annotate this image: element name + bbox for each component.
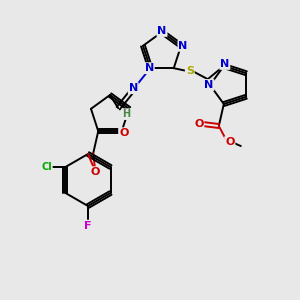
- Text: N: N: [145, 63, 154, 73]
- Text: N: N: [158, 26, 166, 36]
- Text: S: S: [186, 66, 194, 76]
- Text: H: H: [122, 109, 130, 119]
- Text: N: N: [129, 83, 138, 93]
- Text: N: N: [220, 59, 230, 69]
- Text: O: O: [194, 119, 203, 129]
- Text: O: O: [119, 128, 128, 138]
- Text: N: N: [204, 80, 214, 90]
- Text: F: F: [84, 221, 92, 231]
- Text: O: O: [91, 167, 100, 177]
- Text: N: N: [178, 41, 188, 51]
- Text: Cl: Cl: [41, 162, 52, 172]
- Text: O: O: [225, 137, 235, 147]
